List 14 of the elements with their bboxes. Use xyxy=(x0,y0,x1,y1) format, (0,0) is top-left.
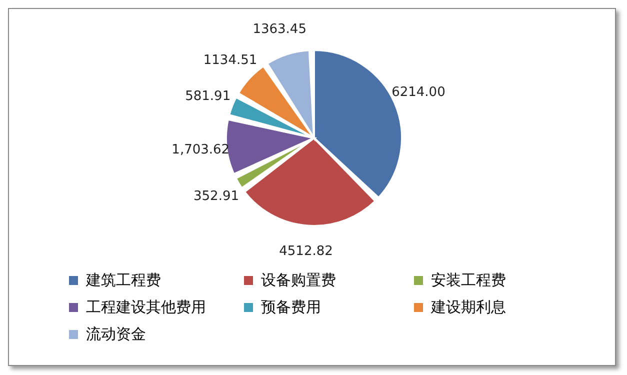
data-label: 352.91 xyxy=(194,189,240,204)
legend-label: 预备费用 xyxy=(261,298,321,317)
legend-label: 建筑工程费 xyxy=(86,271,161,290)
legend-label: 工程建设其他费用 xyxy=(86,298,206,317)
data-label: 4512.82 xyxy=(279,244,333,260)
data-label: 1134.51 xyxy=(203,53,258,68)
legend-label: 安装工程费 xyxy=(431,271,506,290)
data-label: 1363.45 xyxy=(252,22,306,37)
data-label: 581.91 xyxy=(185,88,231,104)
data-label: 6214.00 xyxy=(392,84,446,100)
data-label: 1,703.62 xyxy=(172,142,230,158)
legend-label: 设备购置费 xyxy=(261,271,336,290)
legend-label: 流动资金 xyxy=(86,325,146,344)
legend-label: 建设期利息 xyxy=(431,298,506,317)
